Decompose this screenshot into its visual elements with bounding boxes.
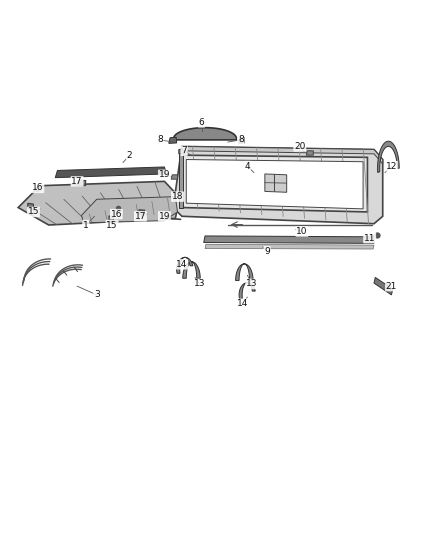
- Polygon shape: [239, 138, 244, 143]
- Polygon shape: [374, 277, 393, 295]
- Text: 17: 17: [134, 212, 146, 221]
- Polygon shape: [182, 155, 367, 212]
- Text: 15: 15: [106, 221, 118, 230]
- Polygon shape: [205, 244, 374, 249]
- Polygon shape: [179, 152, 183, 207]
- Polygon shape: [239, 282, 255, 298]
- Polygon shape: [183, 262, 200, 278]
- Polygon shape: [18, 181, 180, 225]
- Text: 13: 13: [194, 279, 205, 288]
- Text: 15: 15: [28, 207, 39, 216]
- Polygon shape: [179, 149, 185, 154]
- Polygon shape: [204, 236, 374, 244]
- Polygon shape: [182, 147, 383, 164]
- Text: 17: 17: [71, 177, 83, 186]
- Polygon shape: [177, 257, 193, 273]
- Polygon shape: [306, 151, 313, 155]
- Text: 10: 10: [296, 227, 308, 236]
- Polygon shape: [109, 216, 113, 222]
- Text: 21: 21: [386, 281, 397, 290]
- Text: 8: 8: [157, 135, 163, 144]
- Polygon shape: [186, 159, 363, 209]
- Text: 3: 3: [94, 290, 99, 300]
- Text: 4: 4: [244, 161, 250, 171]
- Text: 11: 11: [364, 233, 375, 243]
- Text: 2: 2: [127, 151, 132, 160]
- Text: 13: 13: [246, 279, 258, 288]
- Text: 18: 18: [172, 192, 183, 201]
- Text: 16: 16: [111, 209, 122, 219]
- Text: 19: 19: [159, 171, 170, 179]
- Text: 19: 19: [159, 212, 170, 221]
- Text: 8: 8: [238, 135, 244, 144]
- Polygon shape: [169, 138, 177, 143]
- Polygon shape: [28, 203, 33, 209]
- Text: 6: 6: [199, 118, 205, 127]
- Polygon shape: [173, 147, 383, 224]
- Polygon shape: [138, 210, 145, 215]
- Polygon shape: [81, 197, 177, 223]
- Text: 14: 14: [176, 260, 187, 269]
- Text: 14: 14: [237, 299, 249, 308]
- Text: 1: 1: [83, 221, 89, 230]
- Polygon shape: [378, 141, 399, 173]
- Polygon shape: [236, 264, 253, 280]
- Polygon shape: [55, 167, 166, 177]
- Text: 12: 12: [386, 161, 397, 171]
- Polygon shape: [265, 174, 287, 192]
- Text: 16: 16: [32, 183, 43, 192]
- Text: 20: 20: [294, 142, 305, 151]
- Text: 9: 9: [264, 247, 270, 256]
- Text: 7: 7: [181, 146, 187, 155]
- Polygon shape: [173, 128, 237, 140]
- Polygon shape: [77, 180, 86, 185]
- Polygon shape: [171, 175, 177, 179]
